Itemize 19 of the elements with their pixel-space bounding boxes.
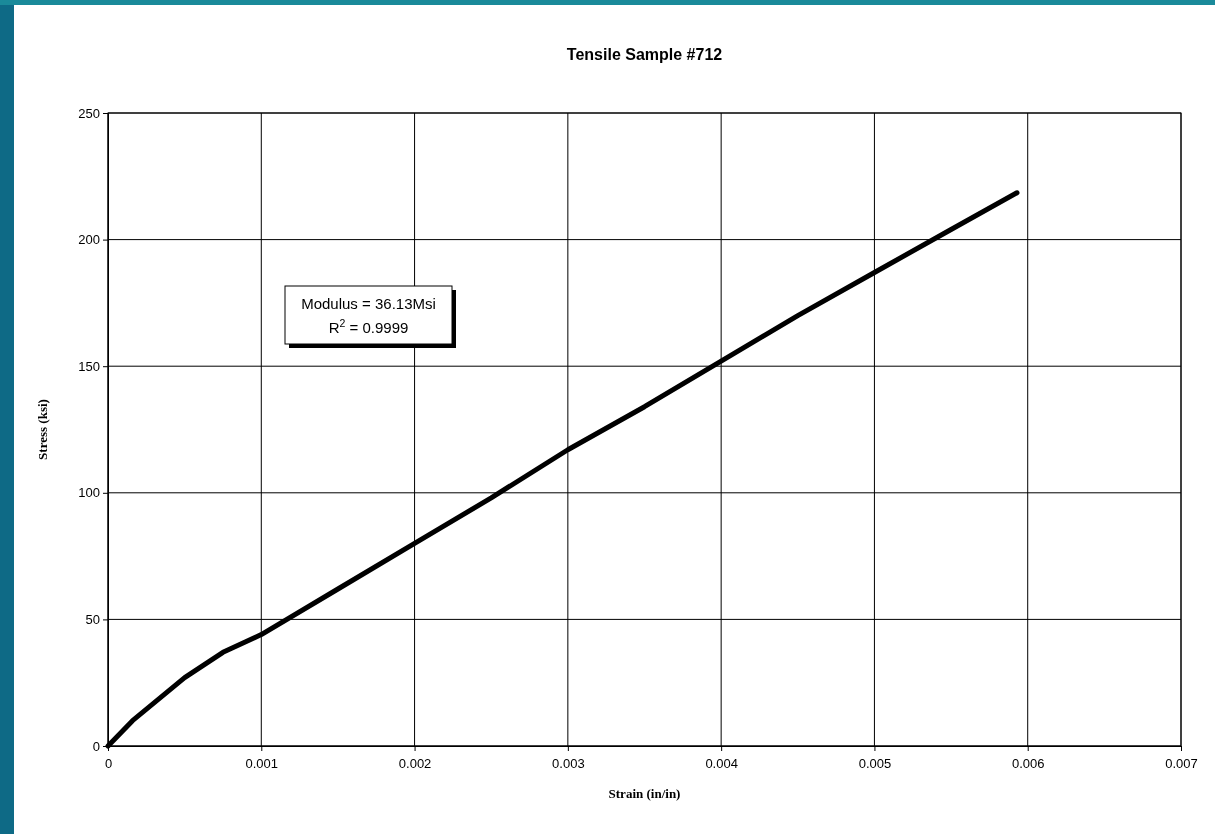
- chart-title: Tensile Sample #712: [566, 46, 723, 63]
- x-tick-label: 0.007: [1165, 756, 1198, 772]
- annotation: Modulus = 36.13Msi: [301, 295, 436, 312]
- y-axis-title: Stress (ksi): [35, 399, 50, 460]
- x-tick-label: 0.004: [705, 756, 738, 772]
- x-tick-label: 0.001: [245, 756, 279, 772]
- y-tick-label: 200: [78, 232, 100, 248]
- annotation: R$^{2}$ = 0.9999: [328, 317, 409, 336]
- y-tick-label: 50: [85, 612, 100, 628]
- x-tick-label: 0.003: [552, 756, 585, 772]
- y-tick-label: 250: [78, 105, 100, 121]
- x-tick-label: 0.006: [1011, 756, 1045, 772]
- x-tick-label: 0.002: [398, 756, 432, 772]
- y-tick-label: 0: [92, 738, 100, 754]
- x-axis-title: Strain (in/in): [608, 786, 681, 801]
- y-tick-label: 150: [78, 358, 100, 374]
- x-tick-label: 0: [104, 756, 113, 772]
- x-tick-label: 0.005: [858, 756, 892, 772]
- y-tick-label: 100: [78, 485, 100, 501]
